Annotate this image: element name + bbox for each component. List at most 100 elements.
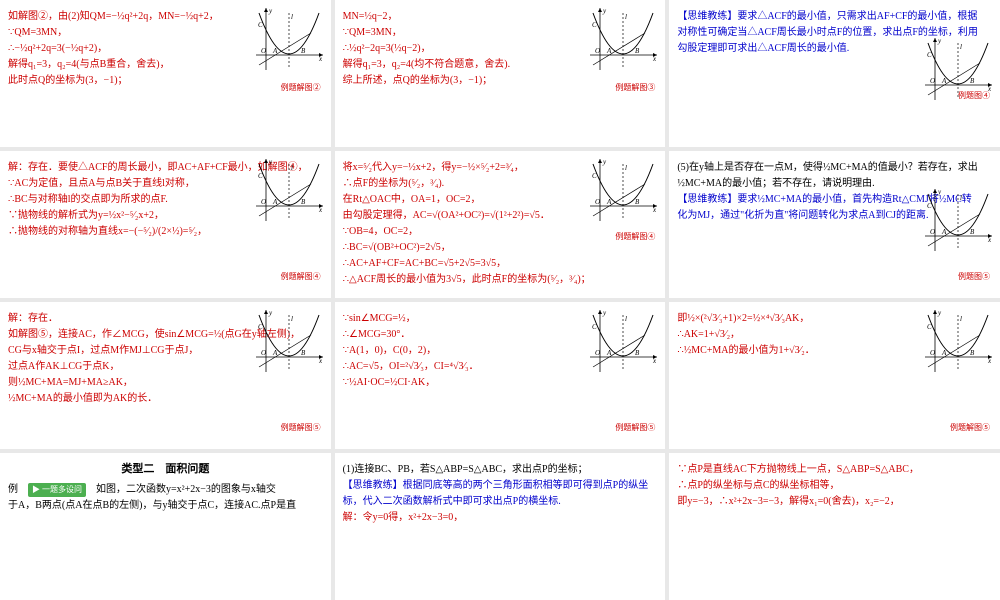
figure-label: 例题解图⑤: [615, 422, 655, 433]
svg-text:C: C: [927, 202, 932, 210]
text-line: ∴AC+AF+CF=AC+BC=√5+2√5=3√5，: [343, 256, 658, 271]
figure: OA B Cx y l: [251, 156, 326, 229]
section-title: 类型二 面积问题: [8, 461, 323, 478]
text-line: 标，代入二次函数解析式中即可求出点P的横坐标.: [343, 494, 658, 509]
svg-text:B: B: [301, 47, 306, 55]
svg-text:y: y: [937, 37, 942, 45]
cell-10: (1)连接BC、PB，若S△ABP=S△ABC，求出点P的坐标；【思维教练】根据…: [335, 453, 666, 600]
svg-text:A: A: [941, 77, 947, 85]
text-line: (5)在y轴上是否存在一点M，使得½MC+MA的值最小？若存在，求出: [677, 160, 992, 175]
svg-text:O: O: [261, 198, 266, 206]
svg-text:y: y: [937, 309, 942, 317]
svg-text:C: C: [927, 323, 932, 331]
figure-label: 例题解图④: [281, 271, 321, 282]
figure: OABCxyl: [920, 307, 995, 380]
cell-8: 即½×(²√3⁄₃+1)×2=½×⁴√3⁄₃AK，∴AK=1+√3⁄₂，∴½MC…: [669, 302, 1000, 449]
cell-0: 如解图②，由(2)知QM=−½q²+2q，MN=−½q+2，∵QM=3MN，∴−…: [0, 0, 331, 147]
figure: OABCxyl: [585, 307, 660, 380]
cell-4: 将x=⁵⁄₂代入y=−½x+2，得y=−½×⁵⁄₂+2=³⁄₄，∴点F的坐标为(…: [335, 151, 666, 298]
cell-9: 类型二 面积问题例 ▶ 一题多设问 如图，二次函数y=x²+2x−3的图象与x轴…: [0, 453, 331, 600]
svg-text:B: B: [635, 349, 640, 357]
svg-text:C: C: [592, 323, 597, 331]
text-line: 于A，B两点(点A在点B的左侧)，与y轴交于点C，连接AC.点P是直: [8, 498, 323, 513]
svg-text:B: B: [970, 228, 975, 236]
figure-label: 例题图④: [958, 90, 990, 101]
svg-text:y: y: [937, 188, 942, 196]
figure: OA B Cx y l: [585, 5, 660, 78]
figure: OA B Cx y l: [251, 5, 326, 78]
svg-text:C: C: [927, 51, 932, 59]
svg-text:l: l: [960, 43, 962, 51]
figure: OABCxyl: [251, 307, 326, 380]
svg-text:l: l: [291, 13, 293, 21]
svg-text:y: y: [602, 7, 607, 15]
svg-text:y: y: [602, 158, 607, 166]
cell-6: 解：存在．如解图⑤，连接AC，作∠MCG，使sin∠MCG=½(点G在y轴左侧)…: [0, 302, 331, 449]
svg-text:A: A: [272, 198, 278, 206]
svg-text:A: A: [606, 349, 612, 357]
svg-text:B: B: [635, 47, 640, 55]
figure-label: 例题解图④: [615, 231, 655, 242]
svg-text:x: x: [318, 206, 323, 214]
svg-text:B: B: [301, 349, 306, 357]
text-line: 即y=−3，∴x²+2x−3=−3，解得x₁=0(舍去)，x₂=−2，: [677, 494, 992, 509]
cell-1: MN=½q−2，∵QM=3MN，∴½q²−2q=3(½q−2)，解得q₁=3，q…: [335, 0, 666, 147]
svg-text:A: A: [606, 47, 612, 55]
cell-content: (1)连接BC、PB，若S△ABP=S△ABC，求出点P的坐标；【思维教练】根据…: [343, 462, 658, 525]
svg-text:l: l: [291, 315, 293, 323]
svg-text:O: O: [261, 47, 266, 55]
figure: OABCxyl: [585, 156, 660, 229]
text-line: (1)连接BC、PB，若S△ABP=S△ABC，求出点P的坐标；: [343, 462, 658, 477]
tag-button[interactable]: ▶ 一题多设问: [28, 483, 86, 497]
text-line: ∴点P的纵坐标与点C的纵坐标相等，: [677, 478, 992, 493]
svg-text:x: x: [652, 55, 657, 63]
text-line: ½MC+MA的最小值即为AK的长．: [8, 391, 323, 406]
text-line: 【思维教练】根据同底等高的两个三角形面积相等即可得到点P的纵坐: [343, 478, 658, 493]
figure-label: 例题解图⑤: [281, 422, 321, 433]
svg-text:C: C: [258, 21, 263, 29]
cell-content: ∵点P是直线AC下方抛物线上一点，S△ABP=S△ABC，∴点P的纵坐标与点C的…: [677, 462, 992, 509]
svg-text:y: y: [268, 7, 273, 15]
cell-5: (5)在y轴上是否存在一点M，使得½MC+MA的值最小？若存在，求出½MC+MA…: [669, 151, 1000, 298]
svg-text:B: B: [301, 198, 306, 206]
svg-text:O: O: [930, 77, 935, 85]
svg-text:x: x: [987, 236, 992, 244]
svg-text:O: O: [595, 47, 600, 55]
svg-text:y: y: [268, 158, 273, 166]
svg-text:A: A: [272, 47, 278, 55]
svg-text:O: O: [595, 349, 600, 357]
svg-text:O: O: [930, 349, 935, 357]
svg-text:l: l: [625, 13, 627, 21]
svg-text:B: B: [635, 198, 640, 206]
figure-label: 例题图⑤: [958, 271, 990, 282]
svg-text:y: y: [268, 309, 273, 317]
svg-text:B: B: [970, 77, 975, 85]
cell-11: ∵点P是直线AC下方抛物线上一点，S△ABP=S△ABC，∴点P的纵坐标与点C的…: [669, 453, 1000, 600]
figure: OABCxyl: [920, 186, 995, 259]
svg-text:C: C: [592, 172, 597, 180]
cell-content: 类型二 面积问题例 ▶ 一题多设问 如图，二次函数y=x²+2x−3的图象与x轴…: [8, 461, 323, 513]
text-line: ∴BC=√(OB²+OC²)=2√5，: [343, 240, 658, 255]
svg-text:O: O: [595, 198, 600, 206]
svg-text:C: C: [592, 21, 597, 29]
svg-text:l: l: [625, 164, 627, 172]
svg-text:A: A: [941, 349, 947, 357]
svg-text:C: C: [258, 172, 263, 180]
svg-text:y: y: [602, 309, 607, 317]
svg-text:x: x: [318, 55, 323, 63]
figure-label: 例题解图③: [615, 82, 655, 93]
svg-text:x: x: [652, 357, 657, 365]
svg-text:A: A: [606, 198, 612, 206]
svg-text:l: l: [960, 315, 962, 323]
svg-text:x: x: [987, 357, 992, 365]
cell-3: 解：存在．要使△ACF的周长最小，即AC+AF+CF最小，如解图④，∵AC为定值…: [0, 151, 331, 298]
svg-text:O: O: [261, 349, 266, 357]
text-line: ∵点P是直线AC下方抛物线上一点，S△ABP=S△ABC，: [677, 462, 992, 477]
figure-label: 例题解图⑤: [950, 422, 990, 433]
figure-label: 例题解图②: [281, 82, 321, 93]
cell-7: ∵sin∠MCG=½，∴∠MCG=30°．∵A(1，0)，C(0，2)，∴AC=…: [335, 302, 666, 449]
svg-text:l: l: [291, 164, 293, 172]
text-line: 例 ▶ 一题多设问 如图，二次函数y=x²+2x−3的图象与x轴交: [8, 482, 323, 497]
svg-text:l: l: [960, 194, 962, 202]
text-line: 【思维教练】要求△ACF的最小值，只需求出AF+CF的最小值，根据: [677, 9, 992, 24]
